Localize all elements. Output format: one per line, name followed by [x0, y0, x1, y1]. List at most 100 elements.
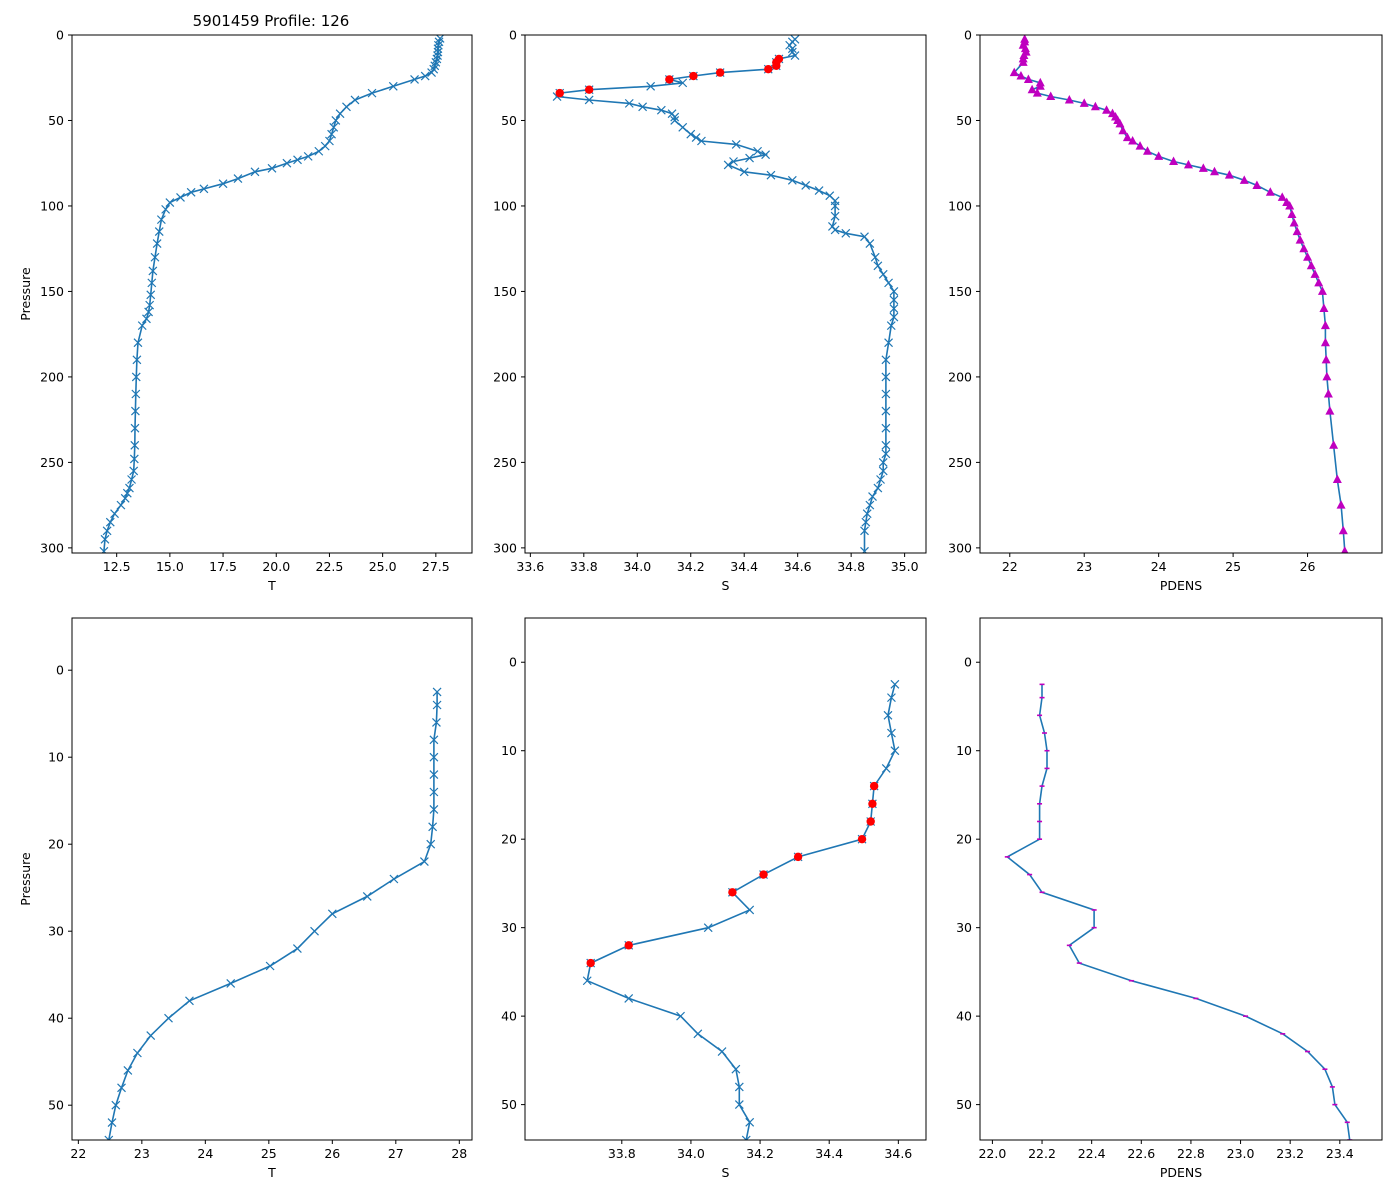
data-point: [830, 225, 840, 235]
flagged-point: [665, 75, 674, 84]
y-tick-label: 40: [48, 1011, 64, 1026]
data-point: [320, 141, 330, 151]
data-point: [429, 770, 439, 780]
data-point: [1292, 226, 1302, 236]
y-tick-label: 30: [956, 920, 972, 935]
data-point: [830, 201, 840, 211]
data-point: [156, 215, 166, 225]
x-tick-label: 23.2: [1276, 1146, 1304, 1161]
data-point: [133, 338, 143, 348]
x-tick-label: 24: [197, 1146, 213, 1161]
data-point: [697, 136, 706, 146]
data-point: [432, 700, 442, 710]
data-point: [111, 1100, 121, 1110]
data-point: [1252, 180, 1262, 189]
data-point: [250, 167, 260, 177]
data-point: [120, 493, 130, 503]
data-point: [1183, 159, 1193, 169]
data-point: [116, 500, 126, 510]
data-point: [102, 526, 112, 536]
flagged-point: [715, 68, 725, 77]
data-point: [766, 170, 776, 180]
data-point: [1285, 200, 1295, 210]
x-tick-label: 23.4: [1326, 1146, 1354, 1161]
data-point: [731, 139, 741, 149]
data-point: [881, 440, 891, 450]
panel-density-zoom: 22.0 22.2 22.4 22.6 22.8 23.0 23.2 23.4 0 10 20 30 4…: [956, 617, 1383, 1180]
data-point: [887, 728, 896, 738]
data-point: [137, 321, 147, 331]
data-point: [884, 338, 893, 348]
series-line: [108, 692, 438, 1140]
data-point: [427, 68, 436, 78]
data-point: [881, 389, 891, 399]
panel-salinity-full: 33.6 33.8 34.0 34.2 34.4 34.6 34.8 35.0 0 50 100 15…: [493, 28, 927, 593]
x-tick-label: 26: [1300, 559, 1316, 574]
x-tick-label: 33.6: [516, 559, 544, 574]
data-point: [761, 150, 771, 160]
data-point: [1314, 277, 1324, 287]
x-axis-label: S: [722, 1165, 730, 1180]
data-point: [131, 389, 141, 399]
data-point: [745, 905, 755, 915]
data-point: [1023, 74, 1033, 83]
data-point: [887, 693, 896, 703]
data-point: [1239, 175, 1249, 184]
data-point: [1046, 91, 1056, 101]
data-point: [638, 102, 648, 112]
data-point: [1338, 525, 1348, 535]
data-point: [131, 372, 141, 382]
panel-density-full: 22 23 24 25 26 0 50 100 150 200 250 300 PDENS: [948, 28, 1383, 593]
data-point: [624, 994, 634, 1003]
data-point: [1016, 71, 1026, 80]
data-point: [1299, 243, 1309, 253]
x-tick-label: 22.4: [1078, 1146, 1106, 1161]
data-point: [104, 1135, 114, 1140]
data-point: [314, 146, 324, 156]
data-point: [122, 488, 132, 498]
x-tick-label: 17.5: [209, 559, 237, 574]
data-point: [426, 839, 436, 849]
data-point: [723, 160, 733, 170]
data-point: [164, 1013, 173, 1023]
panel-temperature-full: 12.5 15.0 17.5 20.0 22.5 25.0 27.5 0 50 100 150 200…: [18, 28, 473, 593]
data-point: [1027, 84, 1037, 94]
x-tick-label: 25: [1225, 559, 1241, 574]
y-axis-label: Pressure: [18, 852, 33, 906]
y-tick-label: 0: [964, 28, 972, 43]
data-point: [686, 129, 696, 139]
x-tick-label: 25: [261, 1146, 277, 1161]
data-point: [1122, 132, 1132, 142]
data-point: [388, 81, 398, 91]
data-point: [335, 109, 345, 119]
data-point: [125, 483, 134, 493]
y-tick-label: 300: [948, 540, 972, 555]
data-point: [1320, 337, 1330, 347]
x-tick-label: 23: [134, 1146, 150, 1161]
data-point: [429, 752, 439, 762]
data-point: [132, 355, 142, 365]
data-point: [841, 228, 851, 238]
data-point: [801, 181, 811, 190]
flagged-point: [759, 870, 768, 879]
x-tick-label: 23: [1076, 559, 1092, 574]
x-tick-label: 28: [451, 1146, 467, 1161]
data-point: [624, 98, 634, 108]
x-tick-label: 20.0: [262, 559, 290, 574]
data-point: [389, 874, 399, 884]
x-tick-label: 34.0: [623, 559, 651, 574]
data-point: [105, 517, 115, 527]
data-point: [584, 95, 594, 105]
y-tick-label: 150: [948, 284, 972, 299]
y-tick-label: 0: [509, 28, 517, 43]
data-point: [431, 57, 441, 67]
y-tick-label: 250: [948, 455, 972, 470]
x-axis-label: PDENS: [1160, 1165, 1202, 1180]
x-axis-label: T: [267, 578, 276, 593]
data-point: [753, 146, 763, 156]
data-point: [865, 500, 875, 510]
data-point: [428, 822, 438, 832]
x-axis-label: S: [722, 578, 730, 593]
data-point: [876, 475, 885, 484]
data-point: [161, 204, 171, 214]
